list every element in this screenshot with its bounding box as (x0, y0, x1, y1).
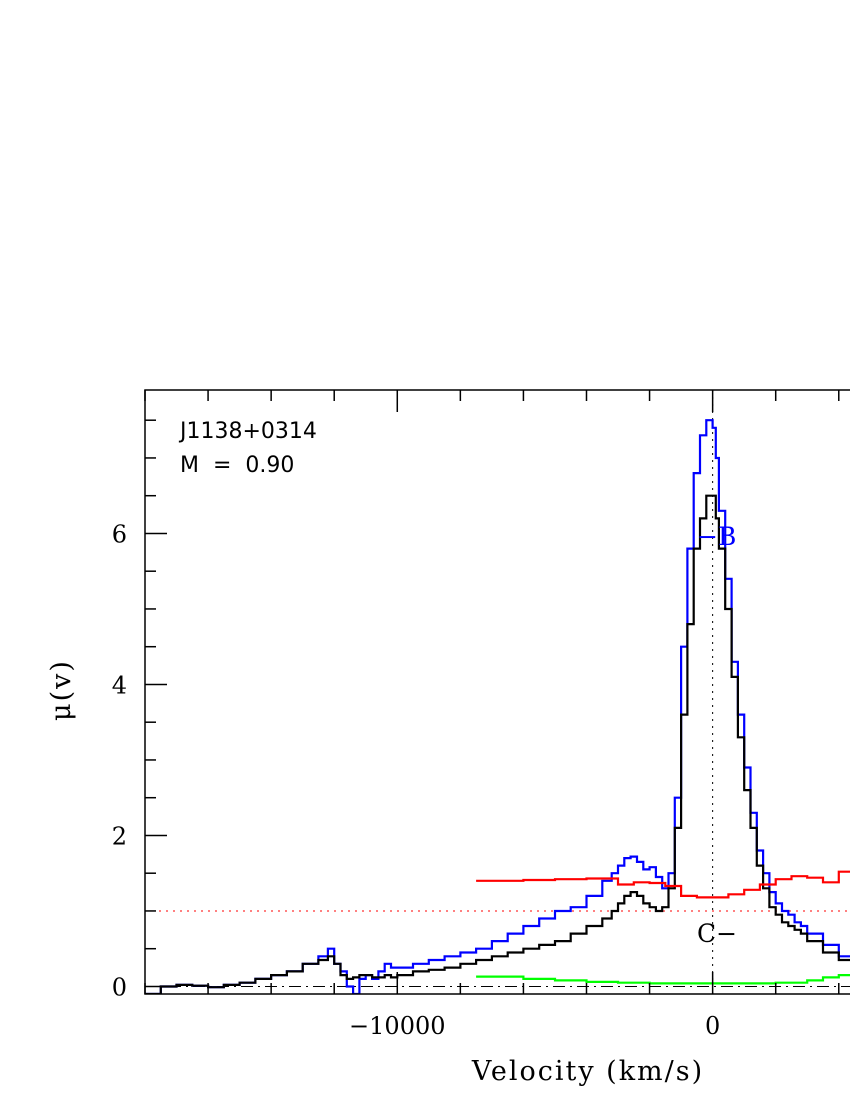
x-tick-label: −10000 (349, 1012, 445, 1040)
y-tick-label: 6 (112, 520, 127, 548)
axis-ticks (144, 390, 840, 994)
tick-labels: −10000 0 0 2 4 6 (112, 520, 721, 1040)
series-layer (145, 419, 850, 994)
y-axis-title: μ(v) (46, 659, 77, 721)
annotation-m-value: M = 0.90 (180, 453, 294, 478)
y-tick-label: 0 (112, 973, 127, 1001)
series-line-3 (476, 974, 850, 985)
reference-lines (145, 390, 850, 994)
annotation-object-name: J1138+0314 (178, 419, 317, 444)
series-line-0 (145, 419, 850, 994)
y-tick-label: 4 (112, 671, 127, 699)
x-tick-label: 0 (705, 1012, 720, 1040)
series-label-b: −B (697, 522, 736, 551)
series-line-2 (476, 870, 850, 899)
series-label-c: C− (697, 919, 737, 948)
plot-frame (144, 389, 850, 995)
y-tick-label: 2 (112, 822, 127, 850)
x-axis-title: Velocity (km/s) (471, 1056, 704, 1087)
series-line-1 (145, 494, 850, 994)
